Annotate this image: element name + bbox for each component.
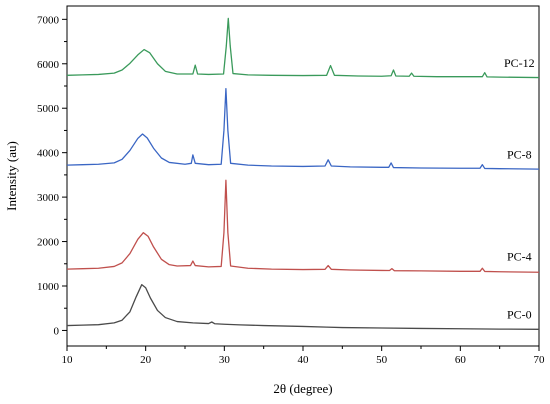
y-tick-label: 3000 <box>37 192 60 204</box>
y-axis-title: Intensity (au) <box>4 141 19 211</box>
series-label-pc-4: PC-4 <box>507 250 532 264</box>
y-axis-ticks: 0 1000 2000 3000 4000 5000 6000 7000 <box>37 14 67 337</box>
x-tick-label: 30 <box>219 354 231 366</box>
plot-frame <box>66 5 540 347</box>
series-label-pc-8: PC-8 <box>507 147 532 161</box>
series-layer <box>66 17 540 330</box>
x-tick-label: 70 <box>534 354 546 366</box>
series-labels: PC-12 PC-8 PC-4 PC-0 <box>504 56 535 322</box>
series-line-pc-4 <box>66 179 540 273</box>
x-axis-ticks: 10 20 30 40 50 60 70 <box>62 346 546 366</box>
y-tick-label: 1000 <box>37 281 60 293</box>
x-tick-label: 40 <box>298 354 310 366</box>
y-tick-label: 0 <box>54 325 60 337</box>
y-tick-label: 2000 <box>37 237 60 249</box>
x-axis-title: 2θ (degree) <box>273 381 332 396</box>
series-label-pc-0: PC-0 <box>507 307 532 321</box>
series-label-pc-12: PC-12 <box>504 56 535 70</box>
y-tick-label: 5000 <box>37 103 60 115</box>
x-tick-label: 60 <box>455 354 467 366</box>
series-line-pc-12 <box>66 17 540 79</box>
series-line-pc-8 <box>66 88 540 170</box>
x-tick-label: 50 <box>376 354 388 366</box>
y-tick-label: 6000 <box>37 59 60 71</box>
series-line-pc-0 <box>66 284 540 330</box>
x-tick-label: 10 <box>62 354 74 366</box>
x-tick-label: 20 <box>140 354 152 366</box>
y-tick-label: 7000 <box>37 14 60 26</box>
y-tick-label: 4000 <box>37 148 60 160</box>
